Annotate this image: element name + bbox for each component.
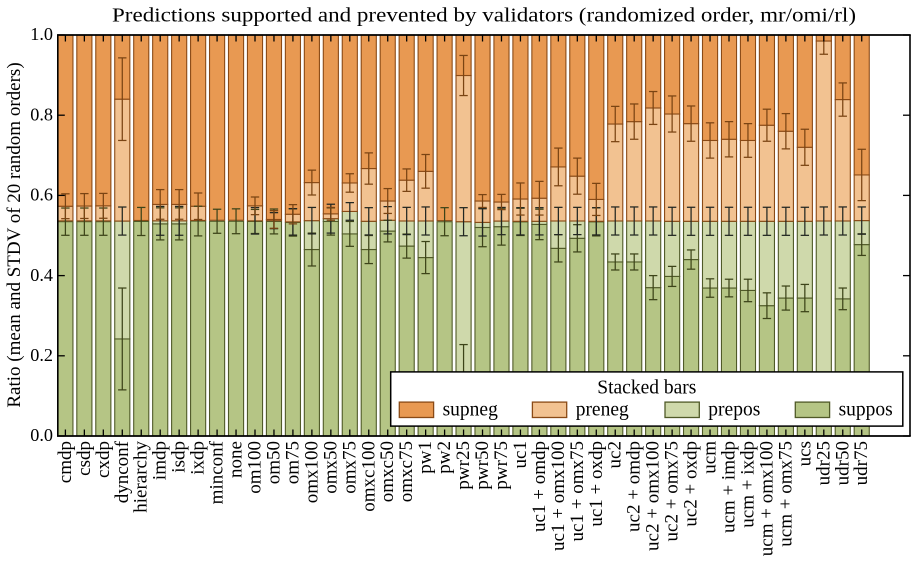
svg-text:uc1 + oxdp: uc1 + oxdp	[586, 441, 607, 527]
svg-text:0.2: 0.2	[30, 345, 53, 365]
svg-text:suppos: suppos	[839, 400, 893, 421]
svg-text:uc1 + omdp: uc1 + omdp	[529, 441, 550, 532]
svg-text:0.6: 0.6	[30, 185, 53, 205]
svg-text:cmdp: cmdp	[55, 441, 76, 483]
svg-text:uc2 + omdp: uc2 + omdp	[624, 441, 645, 532]
svg-text:pw1: pw1	[415, 441, 436, 474]
svg-text:ixdp: ixdp	[188, 441, 209, 475]
svg-text:csdp: csdp	[74, 441, 95, 476]
svg-text:ucm + omx100: ucm + omx100	[756, 441, 777, 556]
svg-text:om100: om100	[245, 441, 266, 494]
svg-text:dynconf: dynconf	[112, 440, 133, 503]
svg-text:uc1 + omx100: uc1 + omx100	[548, 441, 569, 551]
svg-text:minconf: minconf	[207, 440, 228, 504]
svg-text:hierarchy: hierarchy	[131, 441, 152, 513]
svg-text:omxc75: omxc75	[396, 441, 417, 502]
svg-text:udr50: udr50	[832, 441, 853, 485]
svg-text:udr25: udr25	[813, 441, 834, 485]
svg-text:pwr25: pwr25	[453, 441, 474, 490]
svg-text:uc2 + omx100: uc2 + omx100	[643, 441, 664, 551]
svg-text:isdp: isdp	[169, 441, 190, 473]
svg-text:ucm + ixdp: ucm + ixdp	[738, 441, 759, 528]
svg-text:1.0: 1.0	[30, 24, 53, 44]
svg-text:Stacked bars: Stacked bars	[597, 378, 696, 399]
svg-text:ucm + imdp: ucm + imdp	[719, 441, 740, 533]
svg-text:cxdp: cxdp	[93, 441, 114, 478]
svg-text:uc1 + omx75: uc1 + omx75	[567, 441, 588, 541]
svg-text:pwr50: pwr50	[472, 441, 493, 490]
svg-text:omxc50: omxc50	[377, 441, 398, 502]
svg-text:Ratio (mean and STDV of 20 ran: Ratio (mean and STDV of 20 random orders…	[4, 62, 25, 407]
svg-text:udr75: udr75	[851, 441, 872, 485]
svg-text:om75: om75	[282, 441, 303, 484]
svg-text:omx100: omx100	[301, 441, 322, 503]
svg-text:uc1: uc1	[510, 441, 531, 468]
svg-text:omx75: omx75	[339, 441, 360, 494]
svg-text:ucm + omx75: ucm + omx75	[775, 441, 796, 547]
svg-text:prepos: prepos	[708, 400, 760, 421]
svg-text:om50: om50	[264, 441, 285, 484]
svg-text:ucs: ucs	[794, 441, 815, 466]
svg-text:pw2: pw2	[434, 441, 455, 474]
svg-text:none: none	[226, 441, 247, 478]
svg-text:omx50: omx50	[320, 441, 341, 494]
svg-text:0.8: 0.8	[30, 104, 53, 124]
svg-text:uc2 + oxdp: uc2 + oxdp	[681, 441, 702, 527]
svg-text:ucm: ucm	[700, 441, 721, 474]
svg-text:omxc100: omxc100	[358, 441, 379, 512]
svg-text:supneg: supneg	[443, 400, 498, 421]
svg-text:preneg: preneg	[576, 400, 629, 421]
svg-text:uc2 + omx75: uc2 + omx75	[662, 441, 683, 541]
svg-text:uc2: uc2	[605, 441, 626, 468]
svg-text:pwr75: pwr75	[491, 441, 512, 490]
svg-text:Predictions supported and prev: Predictions supported and prevented by v…	[112, 5, 856, 27]
svg-text:0.0: 0.0	[30, 425, 53, 445]
svg-text:imdp: imdp	[150, 441, 171, 480]
svg-text:0.4: 0.4	[30, 265, 53, 285]
